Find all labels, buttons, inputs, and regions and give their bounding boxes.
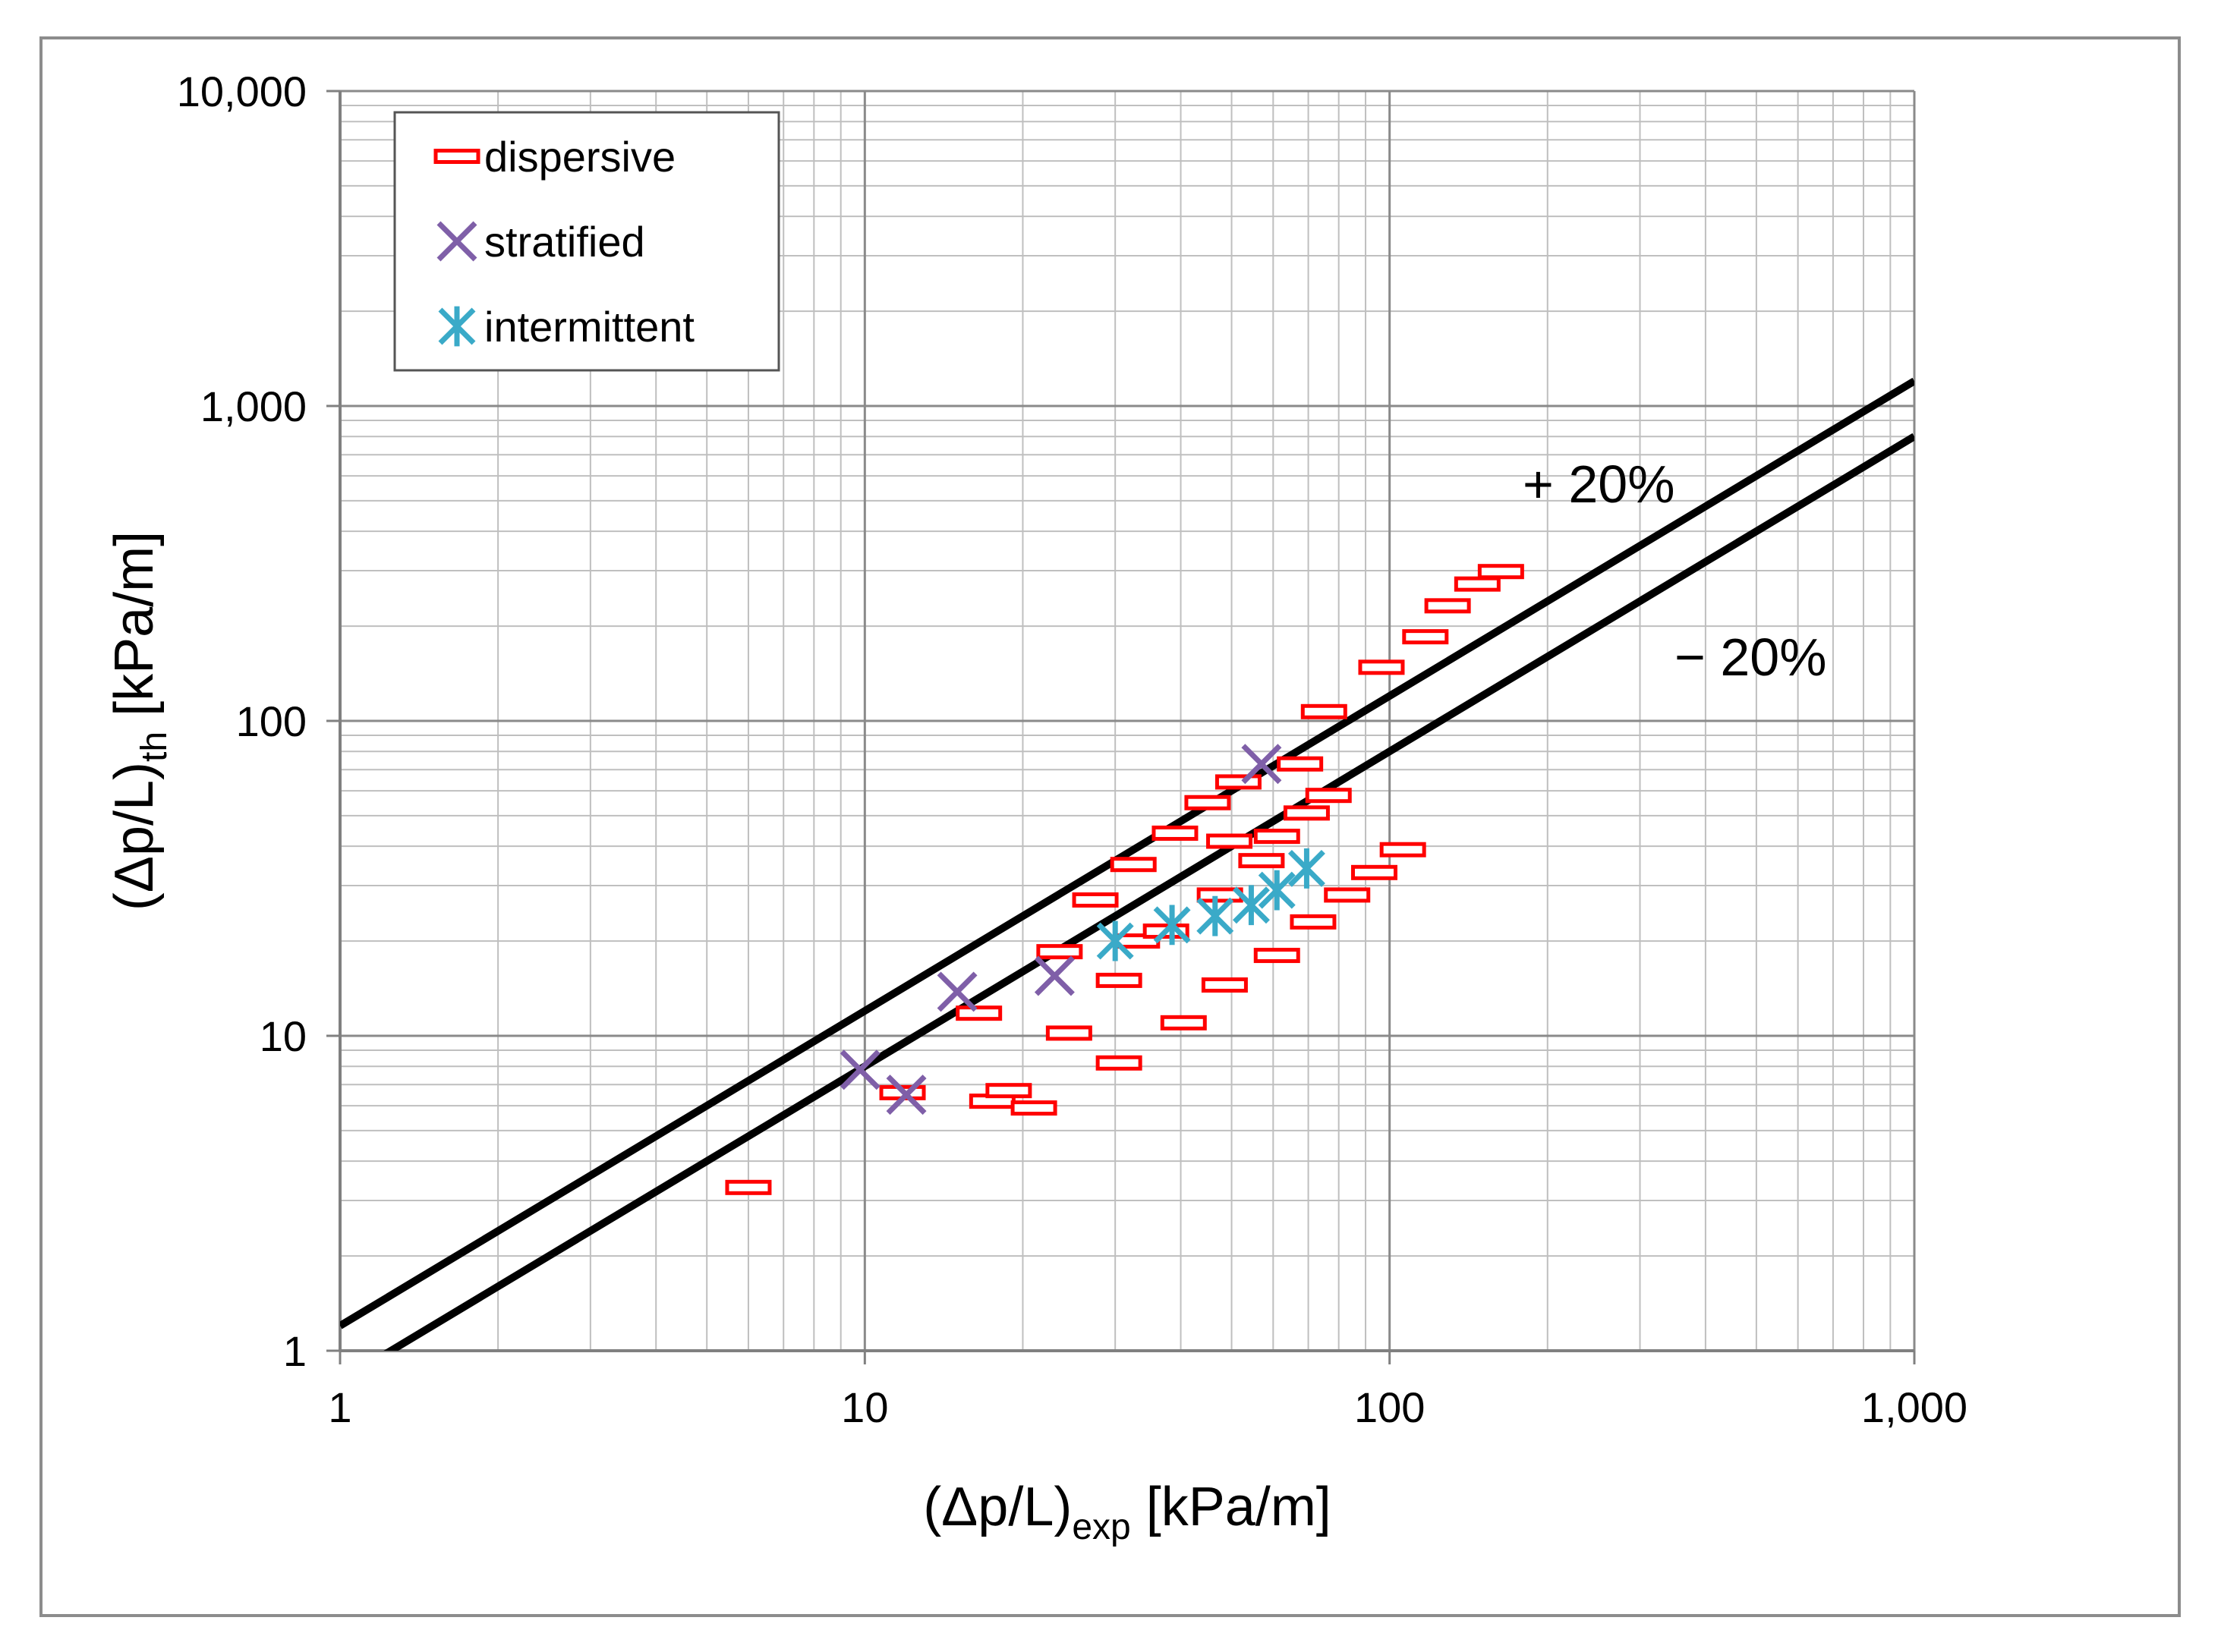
x-axis-title-unit: [kPa/m]	[1131, 1477, 1331, 1537]
stratified-point	[937, 971, 978, 1012]
dispersive-point	[1379, 842, 1426, 857]
x-tick-label: 1	[328, 1383, 351, 1431]
dispersive-point	[1110, 857, 1157, 873]
legend-label-stratified: stratified	[484, 218, 645, 266]
legend-label-intermittent: intermittent	[484, 303, 695, 351]
reference-line-minus-20	[383, 433, 1914, 1351]
series-stratified	[840, 744, 1282, 1115]
dispersive-point	[1095, 1055, 1142, 1071]
dispersive-point	[1402, 629, 1449, 645]
dispersive-point	[1477, 564, 1524, 580]
dispersive-point	[1238, 853, 1285, 869]
dispersive-point	[1072, 892, 1119, 908]
intermittent-point	[1287, 848, 1325, 889]
x-tick-label: 100	[1354, 1383, 1425, 1431]
dispersive-point	[985, 1083, 1032, 1099]
y-axis-title-main: (Δp/L)	[104, 762, 165, 911]
dispersive-point	[1277, 756, 1324, 772]
intermittent-point	[1096, 920, 1134, 961]
x-tick-label: 1,000	[1861, 1383, 1967, 1431]
x-axis-title-main: (Δp/L)	[923, 1477, 1072, 1537]
dispersive-point	[1253, 829, 1300, 845]
intermittent-point	[1232, 885, 1270, 926]
intermittent-point	[1196, 895, 1234, 936]
y-tick-label: 100	[236, 697, 307, 745]
stratified-point-stroke	[840, 1049, 881, 1090]
x-axis-title-sub: exp	[1072, 1507, 1130, 1547]
reference-line-plus-20	[340, 377, 1914, 1329]
reference-lines: + 20% − 20%	[340, 377, 1914, 1351]
dispersive-point	[1201, 977, 1248, 993]
dispersive-point	[1160, 1015, 1207, 1031]
y-axis-title-unit: [kPa/m]	[104, 531, 165, 732]
plus-20-label: + 20%	[1523, 455, 1674, 514]
series-intermittent	[1096, 848, 1325, 961]
dispersive-point	[1300, 703, 1347, 719]
dispersive-point	[1350, 864, 1397, 880]
y-tick-label: 10,000	[177, 68, 307, 115]
legend-marker-stratified	[436, 221, 477, 262]
dispersive-point	[1305, 788, 1352, 804]
dispersive-point	[725, 1179, 772, 1195]
y-tick-label: 1	[283, 1327, 307, 1375]
chart-frame: 1 10 100 1,000 1 10 100 1,000 10,000 + 20% − 20% …	[39, 36, 2181, 1617]
series-dispersive	[725, 564, 1524, 1195]
stratified-point-stroke	[886, 1075, 927, 1115]
dispersive-point	[1324, 887, 1371, 903]
dispersive-point	[1010, 1100, 1057, 1116]
legend: dispersive stratified intermittent	[393, 111, 780, 372]
dispersive-point	[1206, 833, 1253, 849]
intermittent-point	[1258, 870, 1296, 911]
dispersive-point	[1045, 1025, 1092, 1041]
x-axis-title: (Δp/L)exp [kPa/m]	[923, 1477, 1331, 1547]
stratified-point-stroke	[1034, 955, 1075, 996]
y-axis-title-sub: th	[134, 732, 175, 762]
y-tick-label: 10	[260, 1012, 307, 1060]
legend-marker-intermittent	[438, 306, 476, 347]
axis-labels: (Δp/L)exp [kPa/m](Δp/L)th [kPa/m]	[104, 531, 1331, 1547]
intermittent-point	[1153, 905, 1191, 946]
dispersive-point	[1095, 972, 1142, 988]
dispersive-point	[956, 1005, 1003, 1021]
legend-marker-stratified-stroke	[436, 221, 477, 262]
stratified-point	[1241, 744, 1282, 785]
stratified-point	[886, 1075, 927, 1115]
axes: 1 10 100 1,000 1 10 100 1,000 10,000	[177, 68, 1967, 1431]
stratified-point	[840, 1049, 881, 1090]
dispersive-point	[1214, 774, 1262, 790]
y-tick-label: 1,000	[200, 382, 307, 430]
stratified-point-stroke	[1241, 744, 1282, 785]
x-tick-label: 10	[841, 1383, 888, 1431]
stratified-point-stroke	[937, 971, 978, 1012]
dispersive-point	[1290, 914, 1337, 930]
dispersive-point	[1424, 598, 1471, 614]
dispersive-point	[1036, 944, 1083, 960]
legend-label-dispersive: dispersive	[484, 133, 676, 181]
minus-20-label: − 20%	[1674, 628, 1826, 687]
dispersive-point	[1184, 795, 1231, 810]
dispersive-point	[1358, 659, 1405, 675]
dispersive-point	[1253, 948, 1300, 964]
dispersive-point	[1283, 805, 1330, 821]
dispersive-point	[1151, 825, 1199, 841]
y-axis-title: (Δp/L)th [kPa/m]	[104, 531, 175, 911]
dispersive-point	[1454, 576, 1501, 592]
stratified-point	[1034, 955, 1075, 996]
data-marks	[725, 564, 1524, 1195]
legend-marker-dispersive	[433, 149, 480, 164]
